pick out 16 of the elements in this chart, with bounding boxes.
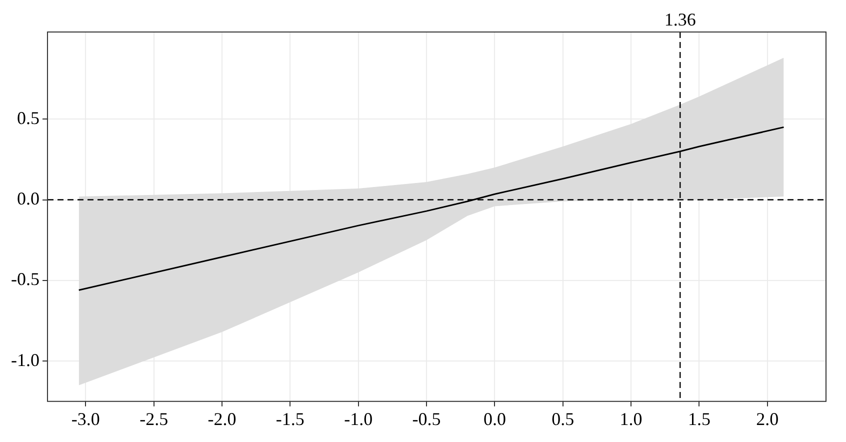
x-tick-label: 2.0 [756,408,779,429]
x-tick-label: 0.5 [552,408,574,429]
x-tick-label: 1.5 [688,408,710,429]
y-tick-label: -1.0 [10,350,40,370]
ref-line-label: 1.36 [664,10,696,30]
x-tick-label: -2.0 [208,408,236,429]
x-tick-label: -0.5 [412,408,441,429]
y-tick-label: 0.0 [16,188,40,208]
y-tick-label: 0.5 [16,108,40,128]
x-tick-label: 1.0 [620,408,642,429]
x-tick-label: -2.5 [140,408,168,429]
x-tick-label: -3.0 [71,408,100,429]
x-tick-label: 0.0 [483,408,506,429]
x-tick-label: -1.5 [276,408,304,429]
y-tick-label: -0.5 [10,269,40,290]
x-tick-label: -1.0 [344,408,373,429]
